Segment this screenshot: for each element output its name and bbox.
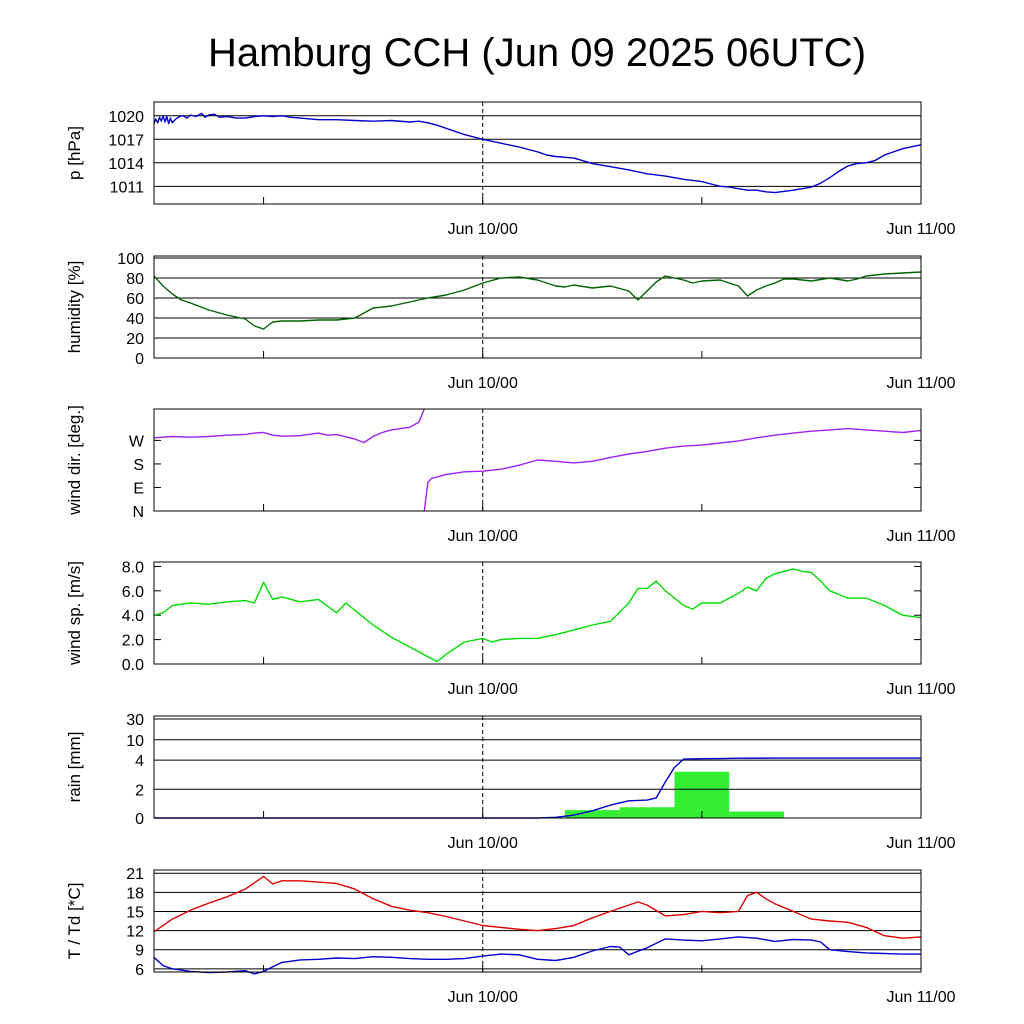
panel-humidity: 0 20 40 60 80 100 Jun 10/00 Jun 11/00 humidity [… xyxy=(65,251,956,392)
chart-title: Hamburg CCH (Jun 09 2025 06UTC) xyxy=(208,31,866,75)
wind_direction-xtick-label: Jun 11/00 xyxy=(886,528,955,545)
pressure-ytick-label: 1014 xyxy=(108,156,144,173)
rain-axis-title: rain [mm] xyxy=(65,732,84,803)
pressure-frame xyxy=(153,101,922,205)
wind_speed-ytick-label: 4.0 xyxy=(122,608,144,625)
panel-rain: 0 2 4 10 30 Jun 10/00 Jun 11/00 rain [mm] xyxy=(65,712,956,852)
wind_speed-ytick-label: 2.0 xyxy=(122,633,144,650)
rain-ytick-label: 0 xyxy=(135,811,144,828)
humidity-ytick-label: 40 xyxy=(126,311,144,328)
rain-ytick-label: 4 xyxy=(135,753,144,770)
panel-wind_speed: 0.0 2.0 4.0 6.0 8.0 Jun 10/00 Jun 11/00 wind sp… xyxy=(65,559,956,698)
wind_speed-xtick-label: Jun 10/00 xyxy=(448,681,518,698)
wind_direction-series-0 xyxy=(153,408,425,444)
pressure-ytick-label: 1011 xyxy=(110,179,145,196)
humidity-ytick-label: 100 xyxy=(117,251,144,268)
panel-pressure: 1011 1014 1017 1020 Jun 10/00 Jun 11/00 p [hPa… xyxy=(65,101,956,238)
wind_direction-ytick-label: S xyxy=(133,457,144,474)
humidity-ytick-label: 60 xyxy=(126,291,144,308)
wind_speed-series-0 xyxy=(153,568,922,663)
temperature-axis-title: T / Td [*C] xyxy=(65,883,84,960)
pressure-ytick-label: 1020 xyxy=(108,109,144,126)
humidity-series-0 xyxy=(153,271,922,330)
rain-ytick-label: 2 xyxy=(135,782,144,799)
humidity-frame xyxy=(153,255,922,359)
rain-xtick-label: Jun 11/00 xyxy=(886,835,955,852)
pressure-axis-title: p [hPa] xyxy=(65,126,84,180)
wind_speed-xtick-label: Jun 11/00 xyxy=(886,681,955,698)
humidity-ytick-label: 0 xyxy=(135,351,144,368)
rain-frame xyxy=(153,715,922,819)
rain-xtick-label: Jun 10/00 xyxy=(448,835,518,852)
wind_speed-axis-title: wind sp. [m/s] xyxy=(65,561,84,666)
rain-bar-3 xyxy=(729,811,785,818)
rain-ytick-label: 30 xyxy=(126,712,144,729)
temperature-ytick-label: 21 xyxy=(126,866,144,883)
humidity-ytick-label: 80 xyxy=(126,271,144,288)
wind_direction-frame xyxy=(153,408,922,512)
humidity-xtick-label: Jun 10/00 xyxy=(448,375,518,392)
pressure-xtick-label: Jun 10/00 xyxy=(448,221,518,238)
rain-bar-1 xyxy=(619,807,675,818)
temperature-ytick-label: 18 xyxy=(126,885,144,902)
temperature-ytick-label: 9 xyxy=(135,943,144,960)
temperature-series-T xyxy=(153,875,922,939)
rain-bar-2 xyxy=(674,771,730,818)
wind_direction-ytick-label: E xyxy=(133,480,144,497)
temperature-xtick-label: Jun 10/00 xyxy=(448,989,518,1006)
temperature-frame xyxy=(153,869,922,973)
wind_direction-ytick-label: W xyxy=(129,433,145,450)
wind_direction-ytick-label: N xyxy=(132,504,144,521)
temperature-ytick-label: 12 xyxy=(126,924,144,941)
humidity-xtick-label: Jun 11/00 xyxy=(886,375,955,392)
temperature-xtick-label: Jun 11/00 xyxy=(886,989,955,1006)
pressure-series-0 xyxy=(153,112,922,194)
wind_direction-xtick-label: Jun 10/00 xyxy=(448,528,518,545)
wind_speed-ytick-label: 6.0 xyxy=(122,584,144,601)
temperature-ytick-label: 15 xyxy=(126,904,144,921)
humidity-axis-title: humidity [%] xyxy=(65,261,84,354)
rain-series-accumulated xyxy=(154,757,921,819)
rain-ytick-label: 10 xyxy=(126,733,144,750)
rain-bar-0 xyxy=(564,810,620,818)
wind_speed-ytick-label: 0.0 xyxy=(122,657,144,674)
wind_speed-ytick-label: 8.0 xyxy=(122,559,144,576)
pressure-ytick-label: 1017 xyxy=(108,132,144,149)
panel-temperature: 6 9 12 15 18 21 Jun 10/00 Jun 11/00 T / Td [*C] xyxy=(65,866,956,1006)
temperature-ytick-label: 6 xyxy=(135,962,144,979)
humidity-ytick-label: 20 xyxy=(126,331,144,348)
pressure-xtick-label: Jun 11/00 xyxy=(886,221,955,238)
wind_speed-frame xyxy=(153,561,922,665)
wind_direction-series-1 xyxy=(423,427,922,512)
wind_direction-axis-title: wind dir. [deg.] xyxy=(65,405,84,516)
